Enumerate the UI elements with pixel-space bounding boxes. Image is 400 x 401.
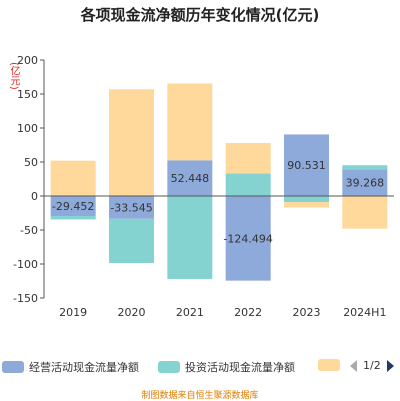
data-label-2023: 90.531 (287, 159, 326, 172)
x-tick-label-2020: 2020 (118, 306, 146, 319)
bar-series2-2020 (109, 218, 154, 264)
bar-series2-2024H1 (342, 165, 388, 170)
legend-item-operating[interactable]: 经营活动现金流量净额 (2, 359, 139, 375)
bar-series2-2019 (50, 216, 96, 220)
bar-series3-2022 (225, 142, 271, 174)
legend-swatch-financing (318, 359, 340, 371)
x-tick-label-2019: 2019 (59, 306, 87, 319)
data-label-2020: -33.545 (110, 201, 152, 214)
legend-page-indicator: 1/2 (363, 359, 381, 372)
x-tick-label-2021: 2021 (176, 306, 204, 319)
bar-series1-2020 (109, 196, 154, 219)
bar-series1-2022 (225, 196, 271, 281)
legend-item-financing[interactable] (318, 359, 345, 371)
bar-series3-2019 (50, 160, 96, 196)
y-tick-label: 150 (17, 88, 38, 101)
y-tick-label: 50 (24, 156, 38, 169)
legend-prev-arrow-icon[interactable] (350, 359, 357, 372)
y-tick-label: 200 (17, 54, 38, 67)
bar-series3-2023 (284, 202, 329, 208)
bar-series1-2024H1 (342, 169, 388, 196)
bar-series3-2020 (109, 89, 154, 196)
legend: 经营活动现金流量净额 投资活动现金流量净额 1/2 (0, 356, 400, 378)
bar-series1-2023 (284, 134, 329, 196)
x-tick-label-2022: 2022 (234, 306, 262, 319)
legend-pager: 1/2 (350, 359, 394, 372)
bar-series3-2021 (167, 83, 213, 161)
y-axis-unit: (亿元) (8, 62, 19, 90)
data-label-2019: -29.452 (52, 200, 94, 213)
x-tick-label-2023: 2023 (293, 306, 321, 319)
source-note: 制图数据来自恒生聚源数据库 (141, 391, 259, 401)
y-tick-label: -50 (20, 224, 38, 237)
bar-series1-2019 (50, 196, 96, 217)
legend-label-investing: 投资活动现金流量净额 (185, 361, 295, 374)
bar-series3-2024H1 (342, 196, 388, 229)
chart-title: 各项现金流净额历年变化情况(亿元) (80, 6, 320, 24)
y-tick-label: 100 (17, 122, 38, 135)
legend-next-arrow-icon[interactable] (386, 359, 394, 372)
bar-series2-2023 (284, 196, 329, 203)
data-label-2024H1: 39.268 (346, 177, 385, 190)
data-label-2021: 52.448 (171, 172, 210, 185)
legend-swatch-investing (158, 361, 180, 373)
data-label-2022: -124.494 (223, 232, 272, 245)
y-tick-label: -100 (13, 258, 38, 271)
legend-swatch-operating (2, 361, 24, 373)
bar-series1-2021 (167, 160, 213, 196)
bar-series2-2021 (167, 196, 213, 279)
legend-label-operating: 经营活动现金流量净额 (29, 361, 139, 374)
legend-item-investing[interactable]: 投资活动现金流量净额 (158, 359, 295, 375)
bar-series2-2022 (225, 173, 271, 196)
chart-svg: 200 150 100 50 0 -50 -100 -150 -29.452 -33.545 52.… (13, 54, 394, 319)
x-tick-label-2024H1: 2024H1 (343, 306, 386, 319)
y-tick-label: 0 (31, 190, 38, 203)
y-tick-label: -150 (13, 292, 38, 305)
